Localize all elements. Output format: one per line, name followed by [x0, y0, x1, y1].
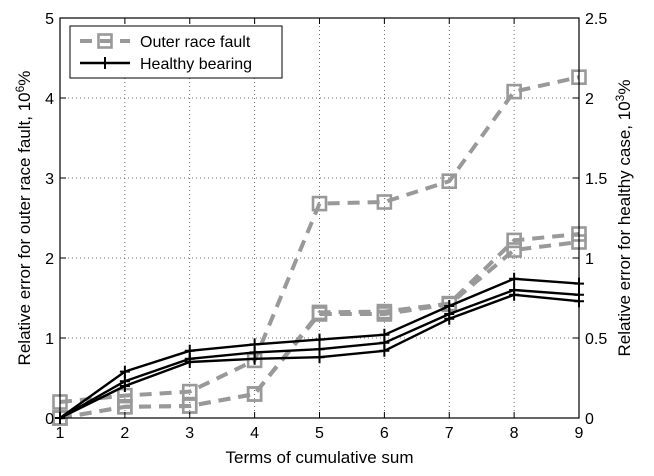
left-y-axis-title-suffix: %	[15, 71, 34, 86]
data-point-outer-race-fault	[181, 383, 198, 400]
right-y-axis-title: Relative error for healthy case, 103%	[613, 80, 634, 357]
x-tick-label: 7	[445, 425, 454, 442]
right-y-tick-label: 1	[585, 251, 594, 268]
right-y-tick-label: 1.5	[585, 171, 607, 188]
data-point-outer-race-fault	[376, 306, 393, 322]
right-y-axis-title-suffix: %	[615, 80, 634, 95]
x-tick-label: 3	[185, 425, 194, 442]
x-tick-label: 2	[120, 425, 129, 442]
data-point-outer-race-fault	[311, 306, 328, 322]
left-y-axis-title: Relative error for outer race fault, 106…	[13, 71, 34, 366]
left-y-tick-label: 1	[45, 331, 54, 348]
x-tick-label: 8	[510, 425, 519, 442]
data-point-healthy-bearing	[379, 344, 390, 357]
data-point-healthy-bearing	[249, 352, 260, 365]
series-healthy-bearing	[55, 272, 584, 424]
legend-label-healthy-bearing: Healthy bearing	[140, 56, 252, 73]
left-y-axis-title-text: Relative error for outer race fault, 10	[15, 92, 34, 365]
data-point-healthy-bearing	[184, 356, 195, 368]
x-tick-label: 4	[250, 425, 259, 442]
left-y-tick-label: 3	[45, 171, 54, 188]
x-axis-title: Terms of cumulative sum	[226, 448, 414, 467]
right-y-tick-label: 2.5	[585, 11, 607, 28]
data-point-healthy-bearing	[509, 272, 520, 285]
data-point-healthy-bearing	[119, 380, 130, 392]
legend-marker-healthy-bearing	[100, 57, 110, 69]
series-layer	[52, 69, 587, 426]
data-point-outer-race-fault	[506, 232, 522, 249]
series-line-outer-race-fault	[59, 240, 580, 420]
right-y-tick-label: 0.5	[585, 331, 607, 348]
right-y-tick-label: 2	[585, 91, 594, 108]
right-y-tick-label: 0	[585, 411, 594, 428]
data-point-outer-race-fault	[441, 173, 458, 189]
data-point-healthy-bearing	[314, 351, 325, 364]
legend-marker-outer-race-fault	[97, 33, 113, 49]
x-tick-label: 5	[315, 425, 324, 442]
right-y-axis-title-text: Relative error for healthy case, 10	[615, 101, 634, 356]
legend-label-outer-race-fault: Outer race fault	[140, 34, 251, 51]
left-y-tick-label: 2	[45, 251, 54, 268]
right-y-axis-title-exponent: 3	[613, 94, 627, 101]
legend-symbol-healthy-bearing	[80, 57, 130, 69]
data-point-outer-race-fault	[311, 195, 328, 212]
series-line-outer-race-fault	[59, 75, 580, 404]
left-y-tick-label: 4	[45, 91, 54, 108]
data-point-outer-race-fault	[246, 386, 263, 402]
series-outer-race-fault	[52, 69, 587, 426]
x-tick-label: 1	[56, 425, 65, 442]
legend: Outer race fault Healthy bearing	[69, 25, 283, 79]
x-tick-label: 9	[575, 425, 584, 442]
data-point-outer-race-fault	[506, 83, 522, 100]
legend-symbol-outer-race-fault	[80, 33, 130, 49]
left-y-axis-title-exponent: 6	[13, 85, 27, 92]
data-point-outer-race-fault	[376, 194, 393, 210]
x-tick-label: 6	[380, 425, 389, 442]
left-y-tick-label: 0	[45, 411, 54, 428]
data-point-healthy-bearing	[509, 288, 520, 301]
grid	[60, 18, 579, 418]
left-y-tick-label: 5	[45, 11, 54, 28]
data-point-outer-race-fault	[506, 242, 522, 258]
data-point-healthy-bearing	[444, 312, 455, 325]
